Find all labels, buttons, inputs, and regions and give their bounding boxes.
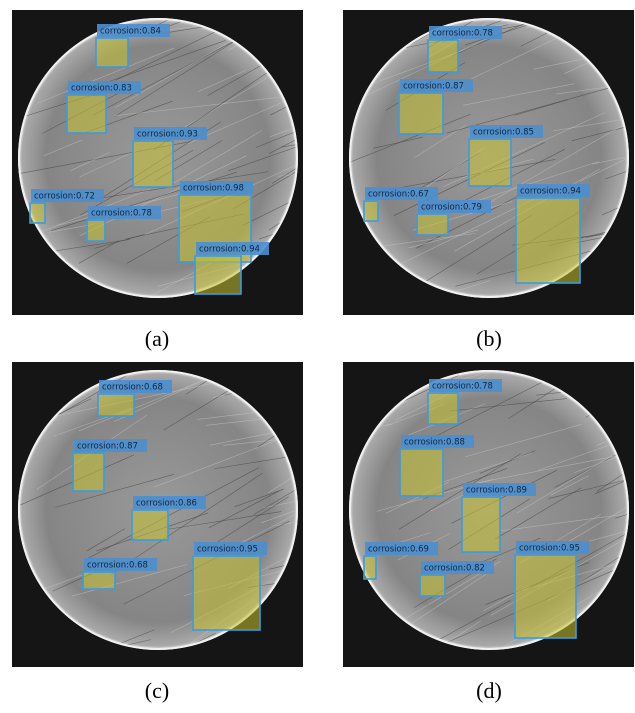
detection-label: corrosion:0.87 <box>403 82 464 92</box>
corrosion-region <box>364 556 376 579</box>
detection-label: corrosion:0.78 <box>432 29 493 39</box>
detection-label: corrosion:0.93 <box>137 130 198 140</box>
corrosion-region <box>87 220 105 241</box>
detection-label: corrosion:0.69 <box>368 545 429 555</box>
scratch <box>426 0 571 10</box>
detection-label: corrosion:0.78 <box>91 209 152 219</box>
corrosion-region <box>98 394 134 416</box>
corrosion-region <box>133 141 173 187</box>
corrosion-region <box>83 572 115 589</box>
detection-label: corrosion:0.79 <box>421 203 482 213</box>
detection-label: corrosion:0.67 <box>368 190 429 200</box>
panel-caption: (d) <box>476 678 502 703</box>
detection-label: corrosion:0.89 <box>466 486 527 496</box>
scratch <box>628 0 635 12</box>
corrosion-region <box>515 555 576 638</box>
corrosion-region <box>193 556 260 630</box>
detection-label: corrosion:0.94 <box>199 245 260 255</box>
corrosion-region <box>516 198 580 283</box>
scratch <box>293 316 410 364</box>
corrosion-region <box>364 201 378 221</box>
detection-label: corrosion:0.68 <box>87 561 148 571</box>
detection-label: corrosion:0.82 <box>424 564 485 574</box>
detection-label: corrosion:0.95 <box>197 545 258 555</box>
detection-label: corrosion:0.85 <box>473 128 534 138</box>
detection-label: corrosion:0.78 <box>432 382 493 392</box>
corrosion-region <box>132 510 168 540</box>
detection-label: corrosion:0.86 <box>136 499 197 509</box>
detection-label: corrosion:0.68 <box>102 383 163 393</box>
corrosion-region <box>428 393 458 424</box>
panel-caption: (b) <box>476 326 502 351</box>
corrosion-region <box>400 449 443 496</box>
detection-label: corrosion:0.83 <box>71 84 132 94</box>
panel-caption: (c) <box>145 678 169 703</box>
scratch <box>410 343 484 365</box>
panel: corrosion:0.78 corrosion:0.87 corrosion:0.… <box>343 0 635 315</box>
corrosion-region <box>67 95 106 133</box>
detection-label: corrosion:0.88 <box>404 438 465 448</box>
corrosion-region <box>462 497 500 552</box>
corrosion-region <box>96 38 128 67</box>
figure: corrosion:0.84 corrosion:0.83 corrosion:0.… <box>0 0 635 713</box>
corrosion-region <box>428 40 458 72</box>
detection-label: corrosion:0.72 <box>34 192 95 202</box>
corrosion-region <box>195 256 241 294</box>
panel-caption: (a) <box>145 326 169 351</box>
detection-label: corrosion:0.95 <box>519 544 580 554</box>
corrosion-region <box>30 203 45 223</box>
corrosion-region <box>469 139 511 186</box>
detection-label: corrosion:0.87 <box>77 442 138 452</box>
detection-label: corrosion:0.84 <box>100 27 161 37</box>
corrosion-region <box>399 93 443 134</box>
detection-label: corrosion:0.98 <box>183 184 244 194</box>
corrosion-region <box>417 214 448 235</box>
scratch <box>60 0 112 10</box>
corrosion-region <box>73 453 104 491</box>
detection-label: corrosion:0.94 <box>520 187 581 197</box>
corrosion-region <box>420 575 445 596</box>
